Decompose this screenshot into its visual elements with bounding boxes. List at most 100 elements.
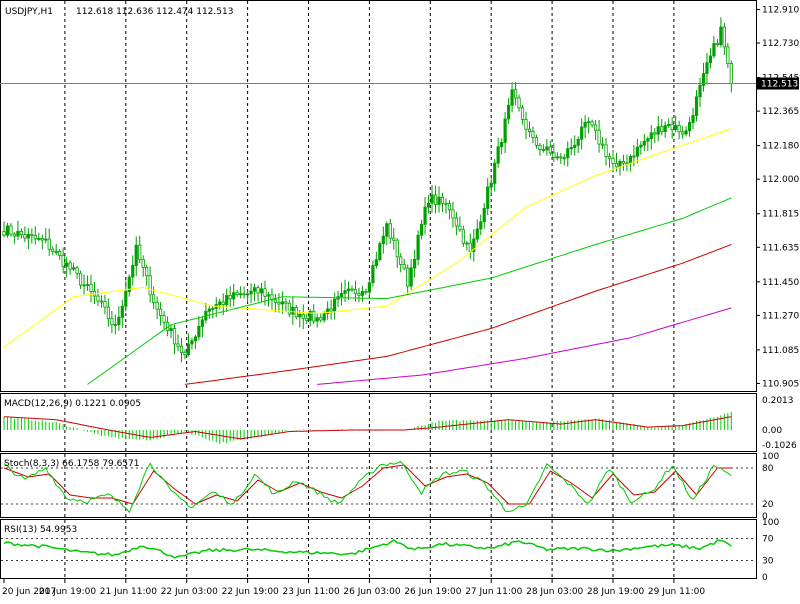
candle-body xyxy=(2,231,6,236)
time-tick-label: 23 Jun 11:00 xyxy=(283,587,340,597)
candle-body xyxy=(677,125,681,133)
macd-series xyxy=(3,411,732,444)
candle-body xyxy=(559,156,563,159)
candle-body xyxy=(573,144,577,148)
candle-body xyxy=(315,317,319,322)
price-tick-label: 111.815 xyxy=(762,210,799,220)
candle-body xyxy=(479,221,483,230)
candle-body xyxy=(360,291,365,296)
candle-body xyxy=(653,132,657,135)
candle-body xyxy=(207,308,211,312)
candle-body xyxy=(646,138,650,142)
candle-body xyxy=(618,160,622,168)
candle-body xyxy=(197,325,201,338)
candle-body xyxy=(245,293,250,296)
candle-body xyxy=(430,194,434,204)
candle-body xyxy=(162,315,166,323)
candle-body xyxy=(489,182,493,188)
candle-body xyxy=(705,62,709,74)
candle-body xyxy=(472,238,476,252)
symbol-label: USDJPY,H1 xyxy=(5,7,53,17)
candle-body xyxy=(729,63,733,84)
candle-body xyxy=(587,121,591,124)
macd-pane xyxy=(0,393,757,452)
candle-body xyxy=(12,233,17,237)
candle-body xyxy=(61,254,65,267)
rsi-label: RSI(13) 54.9953 xyxy=(4,525,77,535)
moving-average-fast xyxy=(3,128,732,348)
candle-body xyxy=(656,126,660,135)
candle-body xyxy=(395,239,399,258)
candle-body xyxy=(378,243,382,261)
candle-body xyxy=(454,217,459,227)
candle-body xyxy=(534,137,539,146)
candle-body xyxy=(513,89,518,99)
candle-body xyxy=(406,267,410,287)
candle-body xyxy=(461,229,465,244)
candle-body xyxy=(583,121,587,128)
candle-body xyxy=(520,107,525,120)
candle-body xyxy=(242,293,246,296)
stoch-label: Stoch(8,3,3) 66.1758 79.6571 xyxy=(4,459,139,469)
candle-body xyxy=(500,142,504,148)
time-tick-label: 22 Jun 03:00 xyxy=(161,587,218,597)
candle-body xyxy=(5,225,10,236)
candle-body xyxy=(322,313,326,321)
candle-body xyxy=(604,144,608,157)
candle-body xyxy=(712,43,716,57)
price-tick-label: 112.180 xyxy=(762,142,799,152)
moving-average-slowest xyxy=(317,307,732,385)
candle-body xyxy=(496,146,500,164)
candle-body xyxy=(26,233,30,239)
candle-body xyxy=(47,238,51,250)
time-tick-label: 21 Jun 11:00 xyxy=(100,587,157,597)
candle-body xyxy=(486,186,490,209)
candle-body xyxy=(531,131,535,139)
candle-body xyxy=(364,291,368,293)
moving-average-mid xyxy=(87,197,732,385)
rsi-tick-label: 0 xyxy=(762,573,768,583)
candle-body xyxy=(426,202,431,208)
candle-body xyxy=(346,288,351,291)
stoch-pane xyxy=(0,453,757,518)
candle-body xyxy=(58,251,62,256)
rsi-line xyxy=(3,538,732,559)
candle-body xyxy=(200,319,204,327)
time-tick-label: 20 Jun 2017 xyxy=(2,587,56,597)
current-price-label: 112.513 xyxy=(761,80,798,90)
price-tick-label: 112.730 xyxy=(762,39,799,49)
price-tick-label: 112.365 xyxy=(762,107,799,117)
candle-body xyxy=(367,282,372,293)
candle-body xyxy=(423,206,427,225)
candle-body xyxy=(447,203,452,211)
stoch-tick-label: 0 xyxy=(762,512,768,522)
candle-body xyxy=(628,156,633,164)
candle-body xyxy=(708,55,713,64)
candle-body xyxy=(694,96,699,116)
candle-body xyxy=(444,202,448,205)
stoch-tick-label: 100 xyxy=(762,452,779,462)
candle-body xyxy=(23,234,27,239)
macd-label: MACD(12,26,9) 0.1221 0.0905 xyxy=(4,399,141,409)
candle-body xyxy=(350,288,354,291)
candle-body xyxy=(413,258,417,269)
candle-body xyxy=(249,290,253,295)
candle-body xyxy=(566,148,570,159)
candle-body xyxy=(280,301,285,305)
candle-body xyxy=(263,288,267,297)
candle-body xyxy=(266,294,271,297)
candle-body xyxy=(687,122,692,132)
candle-body xyxy=(239,293,243,296)
candle-body xyxy=(68,262,72,270)
candle-body xyxy=(235,292,239,295)
candle-body xyxy=(576,138,580,146)
candle-body xyxy=(548,146,552,154)
time-tick-label: 26 Jun 03:00 xyxy=(343,587,400,597)
candle-body xyxy=(715,43,720,46)
candle-body xyxy=(298,313,302,318)
candle-body xyxy=(78,272,83,286)
price-pane xyxy=(0,0,757,392)
candle-body xyxy=(138,244,142,260)
candle-body xyxy=(190,340,194,345)
